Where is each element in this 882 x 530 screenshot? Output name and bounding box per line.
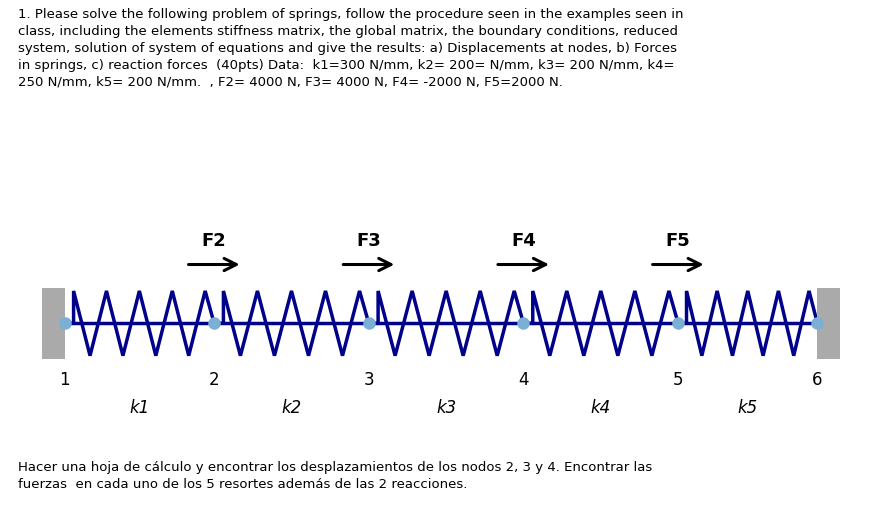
- Text: 5: 5: [673, 371, 684, 389]
- Text: 6: 6: [812, 371, 823, 389]
- Text: k4: k4: [591, 399, 611, 417]
- Text: Hacer una hoja de cálculo y encontrar los desplazamientos de los nodos 2, 3 y 4.: Hacer una hoja de cálculo y encontrar lo…: [18, 461, 652, 491]
- Text: F3: F3: [356, 232, 381, 250]
- Text: k3: k3: [436, 399, 456, 417]
- Text: 1: 1: [59, 371, 70, 389]
- Text: 2: 2: [209, 371, 220, 389]
- Text: 3: 3: [363, 371, 374, 389]
- Text: k1: k1: [130, 399, 150, 417]
- Text: F2: F2: [202, 232, 227, 250]
- Bar: [818, 288, 840, 359]
- Text: F5: F5: [666, 232, 691, 250]
- Bar: [42, 288, 64, 359]
- Text: k5: k5: [737, 399, 758, 417]
- Text: 1. Please solve the following problem of springs, follow the procedure seen in t: 1. Please solve the following problem of…: [18, 8, 684, 89]
- Text: k2: k2: [281, 399, 302, 417]
- Text: 4: 4: [519, 371, 528, 389]
- Text: F4: F4: [512, 232, 536, 250]
